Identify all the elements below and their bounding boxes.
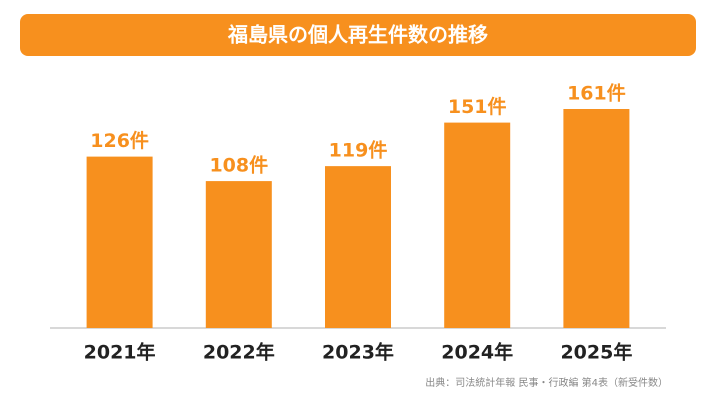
bar xyxy=(325,166,391,328)
bar xyxy=(86,156,153,328)
source-note: 出典：司法統計年報 民事・行政編 第4表（新受件数） xyxy=(425,376,668,389)
value-label: 108件 xyxy=(209,154,268,177)
value-label: 161件 xyxy=(567,82,626,105)
x-tick-label: 2023年 xyxy=(322,341,394,364)
title-bar xyxy=(20,14,696,56)
bar xyxy=(444,122,511,329)
x-tick-label: 2025年 xyxy=(560,341,632,364)
x-tick-label: 2024年 xyxy=(441,341,513,364)
value-label: 119件 xyxy=(329,139,388,162)
value-label: 126件 xyxy=(90,129,149,152)
value-label: 151件 xyxy=(448,95,507,118)
x-tick-label: 2022年 xyxy=(203,341,275,364)
chart-title: 福島県の個人再生件数の推移 xyxy=(227,23,488,47)
bar xyxy=(205,181,272,328)
x-tick-label: 2021年 xyxy=(84,341,156,364)
bar xyxy=(563,109,630,328)
